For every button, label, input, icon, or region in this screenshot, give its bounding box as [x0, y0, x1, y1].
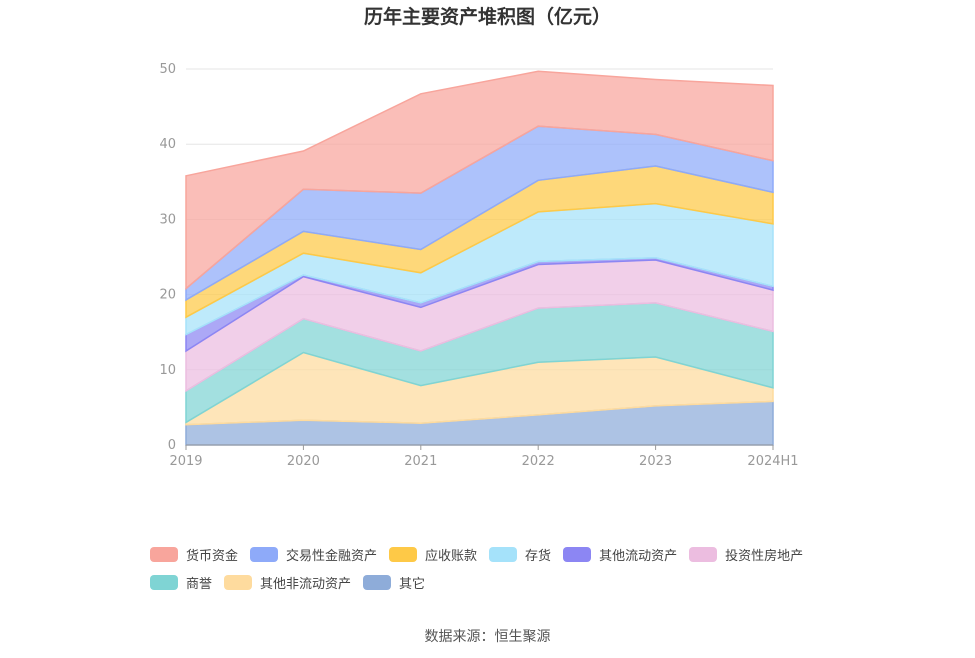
y-tick-label: 0	[168, 438, 176, 453]
legend: 货币资金 交易性金融资产 应收账款 存货 其他流动资产 投资性房地产商誉 其他非流动资产 其它	[150, 540, 850, 596]
legend-label: 投资性房地产	[725, 548, 804, 564]
legend-label: 其它	[399, 576, 426, 592]
legend-label: 存货	[525, 548, 552, 564]
y-tick-label: 50	[159, 62, 176, 77]
x-tick-label: 2020	[287, 454, 320, 469]
legend-swatch	[224, 574, 253, 590]
legend-label: 货币资金	[186, 548, 239, 564]
x-tick-label: 2022	[522, 454, 555, 469]
legend-label: 其他流动资产	[599, 548, 678, 564]
legend-swatch	[389, 546, 418, 562]
legend-label: 应收账款	[425, 548, 478, 564]
legend-swatch	[489, 546, 518, 562]
legend-label: 商誉	[186, 576, 213, 592]
legend-item[interactable]: 交易性金融资产	[250, 540, 377, 568]
legend-swatch	[689, 546, 718, 562]
legend-item[interactable]: 投资性房地产	[689, 540, 803, 568]
area-series	[185, 70, 774, 446]
y-tick-label: 10	[159, 363, 176, 378]
legend-item[interactable]: 其它	[363, 568, 425, 596]
legend-swatch	[150, 546, 178, 562]
chart-title: 历年主要资产堆积图（亿元）	[363, 6, 611, 28]
axes: 0 10 20 30 40 50 2019 2020 2021 2022 2023 2024H1	[159, 62, 798, 469]
legend-label: 交易性金融资产	[286, 548, 378, 564]
legend-item[interactable]: 存货	[489, 540, 551, 568]
x-tick-label: 2024H1	[747, 454, 798, 469]
x-tick-label: 2019	[169, 454, 202, 469]
legend-swatch	[363, 574, 392, 590]
legend-item[interactable]: 商誉	[150, 568, 212, 596]
legend-swatch	[150, 574, 178, 590]
legend-item[interactable]: 其他流动资产	[563, 540, 677, 568]
legend-item[interactable]: 货币资金	[150, 540, 238, 568]
legend-item[interactable]: 应收账款	[389, 540, 477, 568]
legend-item[interactable]: 其他非流动资产	[224, 568, 351, 596]
legend-swatch	[250, 546, 279, 562]
y-tick-label: 40	[159, 137, 176, 152]
x-tick-label: 2023	[639, 454, 672, 469]
source-note: 数据来源：恒生聚源	[424, 629, 551, 645]
stacked-area-chart: 0 10 20 30 40 50 2019 2020 2021 2022 2023 2024H1	[159, 62, 798, 469]
area-series-8	[185, 70, 774, 291]
y-tick-label: 30	[159, 212, 176, 227]
legend-swatch	[563, 546, 592, 562]
legend-label: 其他非流动资产	[260, 576, 352, 592]
x-tick-label: 2021	[404, 454, 437, 469]
y-tick-label: 20	[159, 288, 176, 303]
